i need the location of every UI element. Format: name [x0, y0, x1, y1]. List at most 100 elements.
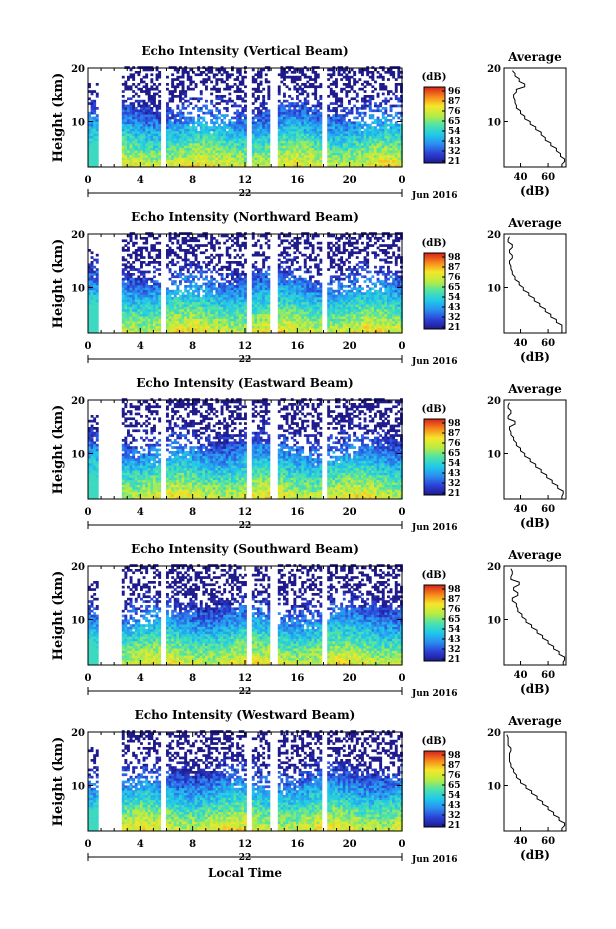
heatmap-cell	[220, 234, 224, 238]
heatmap-cell	[121, 306, 125, 310]
heatmap-cell	[150, 131, 154, 134]
heatmap-cell	[392, 104, 396, 108]
heatmap-cell	[93, 119, 97, 122]
heatmap-cell	[309, 75, 312, 79]
heatmap-cell	[181, 75, 185, 79]
heatmap-cell	[309, 150, 312, 153]
heatmap-cell	[340, 162, 344, 165]
heatmap-cell	[241, 143, 245, 146]
heatmap-cell	[236, 311, 240, 315]
heatmap-cell	[353, 71, 357, 74]
heatmap-cell	[127, 323, 130, 327]
heatmap-cell	[181, 330, 185, 334]
heatmap-cell	[368, 145, 372, 149]
heatmap-cell	[353, 104, 357, 108]
heatmap-cell	[332, 164, 336, 168]
heatmap-cell	[145, 90, 149, 93]
heatmap-cell	[251, 328, 255, 331]
heatmap-cell	[137, 313, 141, 317]
heatmap-cell	[207, 111, 211, 115]
heatmap-cell	[379, 121, 383, 125]
heatmap-cell	[244, 107, 247, 110]
heatmap-cell	[194, 289, 198, 293]
heatmap-cell	[293, 135, 297, 139]
heatmap-cell	[220, 268, 224, 271]
heatmap-cell	[361, 152, 364, 156]
heatmap-cell	[129, 313, 133, 317]
heatmap-cell	[184, 237, 188, 240]
heatmap-cell	[290, 155, 294, 158]
heatmap-cell	[194, 323, 198, 327]
heatmap-cell	[262, 111, 266, 115]
heatmap-cell	[238, 289, 242, 293]
heatmap-cell	[129, 287, 133, 291]
heatmap-cell	[95, 116, 99, 120]
heatmap-cell	[267, 287, 271, 291]
heatmap-cell	[202, 143, 206, 146]
heatmap-cell	[238, 83, 242, 86]
heatmap-cell	[374, 80, 377, 84]
heatmap-cell	[181, 83, 185, 86]
heatmap-cell	[127, 131, 130, 134]
heatmap-cell	[257, 292, 260, 295]
heatmap-cell	[335, 99, 338, 103]
heatmap-cell	[264, 116, 268, 120]
heatmap-cell	[233, 313, 237, 317]
heatmap-cell	[93, 116, 97, 120]
heatmap-cell	[189, 131, 193, 134]
heatmap-cell	[158, 234, 162, 238]
heatmap-cell	[374, 155, 377, 158]
heatmap-cell	[158, 147, 162, 151]
heatmap-cell	[358, 164, 362, 168]
panels: Echo Intensity (Vertical Beam)Height (km…	[51, 44, 567, 865]
heatmap-cell	[186, 143, 190, 146]
heatmap-cell	[231, 135, 234, 139]
x-tick-label: 4	[137, 175, 144, 186]
heatmap-cell	[311, 111, 315, 115]
heatmap-cell	[277, 289, 281, 293]
heatmap-cell	[155, 321, 159, 324]
heatmap-cell	[192, 123, 195, 127]
heatmap-cell	[397, 133, 401, 137]
heatmap-cell	[171, 131, 175, 134]
heatmap-cell	[88, 138, 91, 141]
heatmap-cell	[197, 162, 201, 165]
heatmap-cell	[303, 152, 307, 156]
heatmap-cell	[306, 133, 310, 137]
heatmap-cell	[212, 299, 216, 303]
heatmap-cell	[220, 277, 224, 281]
heatmap-cell	[392, 73, 396, 77]
heatmap-cell	[371, 147, 375, 151]
heatmap-cell	[207, 330, 211, 334]
heatmap-cell	[168, 159, 172, 163]
heatmap-cell	[329, 90, 333, 93]
heatmap-cell	[374, 102, 377, 105]
heatmap-cell	[298, 135, 302, 139]
heatmap-cell	[215, 128, 219, 132]
heatmap-cell	[387, 128, 390, 132]
heatmap-cell	[306, 145, 310, 149]
heatmap-cell	[186, 280, 190, 283]
heatmap-cell	[134, 237, 138, 240]
heatmap-cell	[244, 313, 247, 317]
heatmap-cell	[150, 116, 154, 120]
heatmap-cell	[288, 164, 292, 168]
heatmap-cell	[363, 131, 367, 134]
heatmap-cell	[184, 253, 188, 257]
heatmap-cell	[166, 87, 169, 91]
heatmap-cell	[95, 114, 99, 117]
heatmap-cell	[181, 241, 185, 245]
heatmap-cell	[129, 126, 133, 129]
heatmap-cell	[184, 68, 188, 72]
heatmap-cell	[205, 309, 208, 312]
heatmap-cell	[238, 234, 242, 238]
heatmap-cell	[285, 152, 289, 156]
heatmap-cell	[189, 68, 193, 72]
heatmap-cell	[137, 131, 141, 134]
heatmap-cell	[186, 85, 190, 89]
heatmap-cell	[140, 289, 143, 293]
heatmap-cell	[293, 111, 297, 115]
heatmap-cell	[394, 135, 398, 139]
heatmap-cell	[241, 244, 245, 247]
heatmap-cell	[134, 99, 138, 103]
